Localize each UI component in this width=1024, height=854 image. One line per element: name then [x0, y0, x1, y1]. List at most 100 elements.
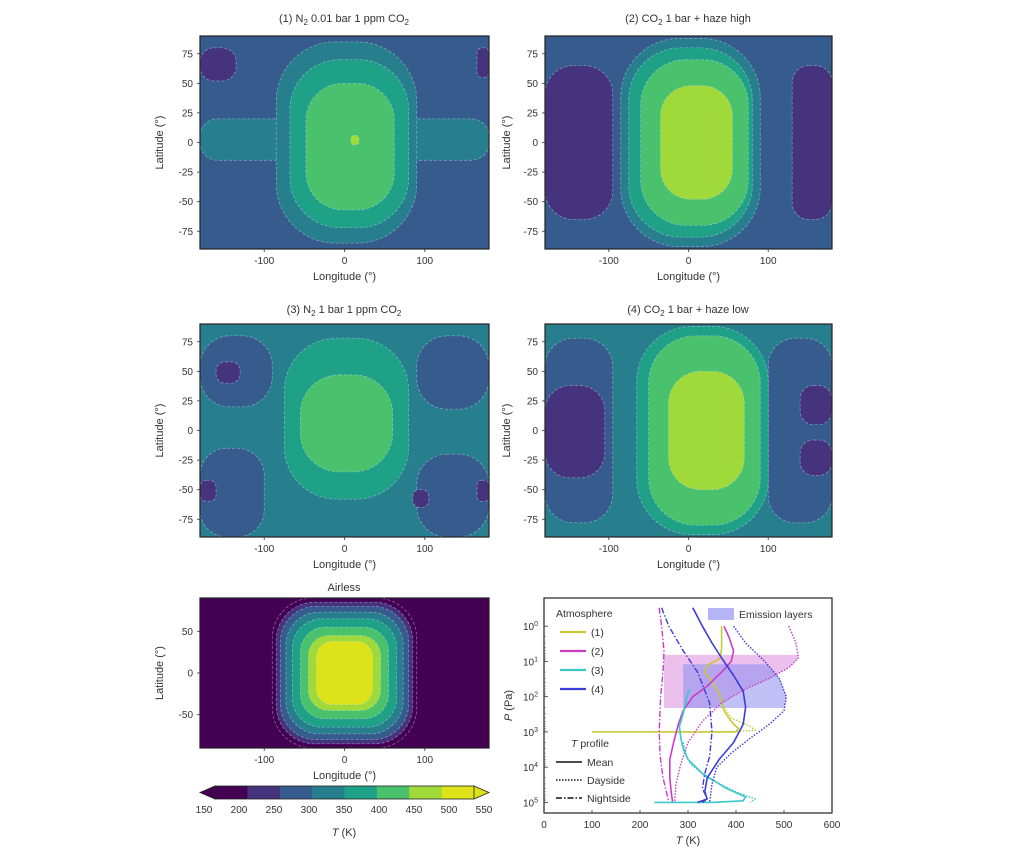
- x-axis-label: Longitude (°): [657, 559, 720, 571]
- contour-region: [200, 47, 237, 82]
- contour-region: [791, 65, 832, 220]
- colorbar-extend-low: [198, 785, 216, 800]
- contour-region: [416, 335, 489, 410]
- x-axis-label: Longitude (°): [657, 271, 720, 283]
- y-tick-label: -25: [179, 168, 194, 179]
- colorbar-frame: [214, 785, 475, 800]
- x-tick-label: 100: [760, 544, 777, 555]
- colorbar-swatch: [409, 786, 443, 799]
- profile-line: [692, 607, 747, 804]
- y-tick-label: 75: [527, 49, 539, 60]
- panel-airless-title: Airless: [327, 582, 361, 594]
- legend-profile-title: T profile: [571, 738, 609, 750]
- x-tick-label: -100: [599, 256, 619, 267]
- y-tick-label: -25: [524, 168, 539, 179]
- profile-line: [673, 625, 800, 803]
- y-tick-label: 101: [523, 656, 538, 668]
- contour-fill: [200, 598, 489, 748]
- y-tick-label: -50: [179, 485, 194, 496]
- contour-region: [412, 489, 430, 508]
- y-tick-label: 50: [182, 367, 194, 378]
- y-tick-label: 25: [182, 108, 194, 119]
- y-axis-label: P (Pa): [503, 690, 515, 721]
- y-tick-label: 0: [532, 426, 538, 437]
- contour-region: [799, 439, 832, 476]
- y-tick-label: 102: [523, 692, 538, 704]
- colorbar-tick-label: 200: [231, 805, 248, 816]
- y-tick-label: 50: [527, 79, 539, 90]
- x-tick-label: 300: [680, 820, 697, 831]
- colorbar-swatch: [215, 786, 248, 799]
- x-tick-label: 100: [760, 256, 777, 267]
- x-tick-label: -100: [254, 544, 274, 555]
- colorbar-tick-label: 350: [336, 805, 353, 816]
- y-tick-label: 103: [523, 727, 538, 739]
- contour-region: [476, 47, 489, 78]
- x-axis-label: Longitude (°): [313, 271, 376, 283]
- contour-region: [668, 370, 745, 491]
- y-tick-label: 0: [532, 138, 538, 149]
- x-tick-label: 0: [686, 256, 692, 267]
- contour-region: [476, 479, 489, 502]
- y-tick-label: 100: [523, 621, 538, 633]
- profile-line: [658, 607, 670, 803]
- colorbar-label: T (K): [332, 827, 356, 839]
- x-axis-label: Longitude (°): [313, 559, 376, 571]
- contour-region: [200, 479, 217, 502]
- profile-line: [708, 625, 788, 803]
- colorbar-tick-label: 150: [196, 805, 213, 816]
- contour-region: [200, 447, 265, 537]
- contour-region: [316, 640, 373, 706]
- legend-profile-label: Nightside: [587, 793, 631, 805]
- contour-fill: [200, 36, 489, 249]
- legend-atmosphere-title: Atmosphere: [556, 608, 613, 620]
- profile-line: [660, 607, 713, 803]
- y-axis-label: Latitude (°): [154, 116, 166, 170]
- colorbar-tick-label: 450: [406, 805, 423, 816]
- y-tick-label: 75: [182, 337, 194, 348]
- contour-region: [350, 135, 360, 146]
- colorbar-swatch: [441, 786, 475, 799]
- colorbar-tick-label: 500: [441, 805, 458, 816]
- emission-band: [683, 664, 787, 709]
- y-tick-label: -50: [524, 197, 539, 208]
- profile-line: [669, 625, 735, 803]
- x-tick-label: 600: [824, 820, 841, 831]
- contour-region: [660, 85, 733, 200]
- y-tick-label: 25: [527, 396, 539, 407]
- y-tick-label: -75: [179, 227, 194, 238]
- plot-area: [592, 607, 800, 804]
- colorbar-tick-label: 550: [476, 805, 493, 816]
- y-tick-label: 50: [182, 627, 194, 638]
- x-tick-label: 200: [632, 820, 649, 831]
- x-tick-label: 0: [541, 820, 547, 831]
- panel-2-map: -100 0 100 75 50 25 0 -25 -50 -75 Longitude (°) Lat…: [501, 35, 833, 283]
- x-tick-label: -100: [254, 256, 274, 267]
- legend-atmosphere-label: (4): [591, 684, 604, 696]
- y-tick-label: -50: [179, 710, 194, 721]
- colorbar: 150 200 250 300 350 400 450 500 550: [196, 785, 493, 816]
- contour-region: [215, 361, 241, 384]
- contour-region: [799, 385, 832, 425]
- colorbar-swatch: [312, 786, 345, 799]
- legend-emission-swatch: [708, 608, 734, 620]
- panel-1-map: -100 0 100 75 50 25 0 -25 -50 -75 Longitude (°) Lat…: [154, 35, 490, 283]
- y-tick-label: 0: [187, 669, 193, 680]
- colorbar-extend-high: [473, 785, 491, 800]
- y-tick-label: -75: [524, 227, 539, 238]
- y-tick-label: 75: [182, 49, 194, 60]
- y-tick-label: 75: [527, 337, 539, 348]
- y-tick-label: 25: [182, 396, 194, 407]
- panel-3-map: -100 0 100 75 50 25 0 -25 -50 -75 Longitude (°) Lat…: [154, 323, 490, 571]
- legend-atmosphere-label: (2): [591, 646, 604, 658]
- y-tick-label: 0: [187, 426, 193, 437]
- x-tick-label: -100: [254, 755, 274, 766]
- x-tick-label: 0: [342, 256, 348, 267]
- x-tick-label: 0: [342, 544, 348, 555]
- contour-region: [299, 374, 394, 473]
- panel-2-title: (2) CO2 1 bar + haze high: [625, 13, 751, 27]
- colorbar-swatch: [247, 786, 281, 799]
- profile-line: [654, 688, 747, 804]
- y-tick-label: 25: [527, 108, 539, 119]
- y-tick-label: 50: [527, 367, 539, 378]
